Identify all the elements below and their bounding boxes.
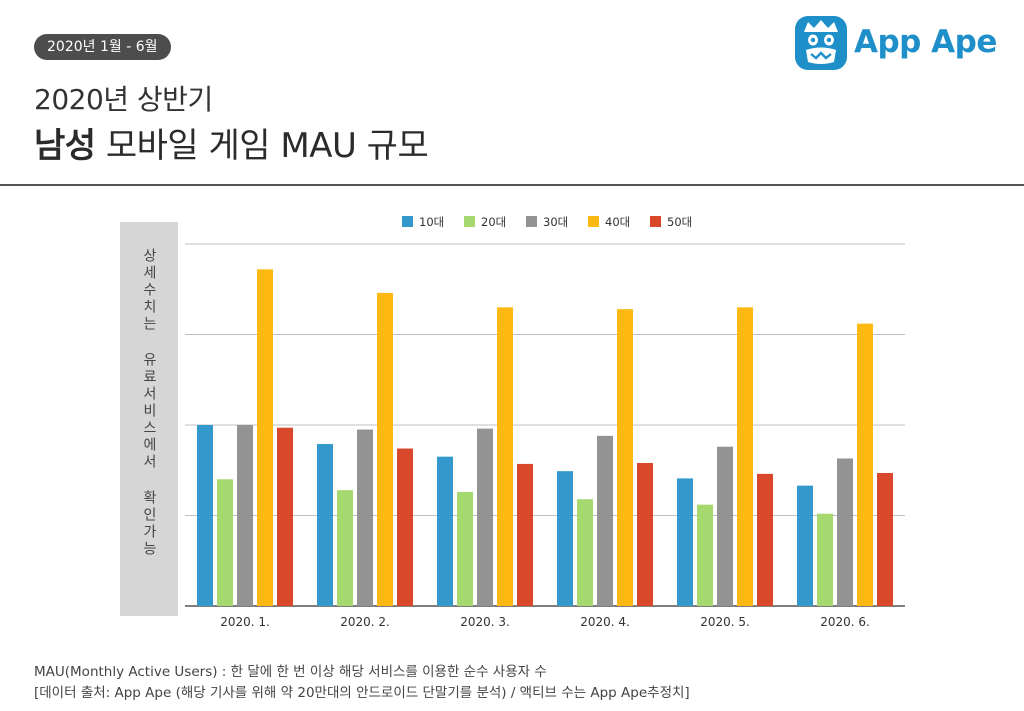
bar-50대-6 — [877, 472, 893, 606]
bar-20대-6 — [817, 513, 833, 606]
detail-note-box: 상세수치는 유료서비스에서 확인가능 — [120, 222, 178, 616]
footer-definition: MAU(Monthly Active Users) : 한 달에 한 번 이상 … — [34, 664, 547, 680]
legend-swatch-10대 — [402, 216, 413, 227]
x-tick-label: 2020. 2. — [340, 615, 390, 629]
chart-x-labels: 2020. 1. 2020. 2. 2020. 3. 2020. 4. 2020. 5.… — [220, 615, 870, 629]
footer-source: [데이터 출처: App Ape (해당 기사를 위해 약 20만대의 안드로이… — [34, 685, 690, 701]
bar-40대-1 — [257, 269, 273, 606]
brand-logo: App Ape — [794, 14, 1004, 72]
legend-label-10대: 10대 — [419, 215, 444, 229]
bar-30대-2 — [357, 429, 373, 606]
bar-10대-1 — [197, 425, 213, 606]
legend-label-40대: 40대 — [605, 215, 630, 229]
bar-20대-1 — [217, 479, 233, 606]
x-tick-label: 2020. 3. — [460, 615, 510, 629]
bar-10대-4 — [557, 471, 573, 606]
bar-40대-4 — [617, 309, 633, 606]
bar-40대-6 — [857, 323, 873, 606]
x-tick-label: 2020. 1. — [220, 615, 270, 629]
bar-30대-5 — [717, 446, 733, 606]
bar-20대-5 — [697, 504, 713, 606]
bar-10대-2 — [317, 444, 333, 606]
bar-50대-5 — [757, 473, 773, 606]
title-rest: 모바일 게임 MAU 규모 — [95, 126, 429, 166]
brand-name: App Ape — [854, 24, 997, 60]
legend-label-30대: 30대 — [543, 215, 568, 229]
chart-legend: 10대 20대 30대 40대 50대 — [402, 215, 692, 229]
bar-50대-3 — [517, 463, 533, 606]
bar-20대-2 — [337, 490, 353, 606]
title-emphasis: 남성 — [34, 126, 96, 166]
bar-50대-1 — [277, 427, 293, 606]
legend-swatch-50대 — [650, 216, 661, 227]
bar-50대-2 — [397, 448, 413, 606]
bar-50대-4 — [637, 463, 653, 606]
bar-20대-3 — [457, 491, 473, 606]
bar-20대-4 — [577, 499, 593, 606]
bar-40대-3 — [497, 307, 513, 606]
bar-30대-4 — [597, 435, 613, 606]
chart-bars — [197, 269, 893, 606]
legend-swatch-20대 — [464, 216, 475, 227]
bar-10대-3 — [437, 456, 453, 606]
x-tick-label: 2020. 6. — [820, 615, 870, 629]
detail-note-text: 상세수치는 유료서비스에서 확인가능 — [141, 248, 157, 558]
legend-label-20대: 20대 — [481, 215, 506, 229]
x-tick-label: 2020. 4. — [580, 615, 630, 629]
legend-label-50대: 50대 — [667, 215, 692, 229]
bar-30대-1 — [237, 425, 253, 606]
header-divider — [0, 184, 1024, 186]
bar-10대-5 — [677, 478, 693, 606]
legend-swatch-30대 — [526, 216, 537, 227]
title-subtitle: 2020년 상반기 — [34, 83, 213, 116]
period-badge: 2020년 1월 - 6월 — [34, 34, 171, 60]
bar-30대-6 — [837, 458, 853, 606]
bar-10대-6 — [797, 485, 813, 606]
page-title: 남성 모바일 게임 MAU 규모 — [34, 118, 429, 167]
legend-swatch-40대 — [588, 216, 599, 227]
chart-gridlines — [185, 243, 905, 607]
bar-40대-2 — [377, 292, 393, 606]
x-tick-label: 2020. 5. — [700, 615, 750, 629]
bar-30대-3 — [477, 428, 493, 606]
bar-40대-5 — [737, 307, 753, 606]
ape-logo-icon — [795, 16, 847, 70]
